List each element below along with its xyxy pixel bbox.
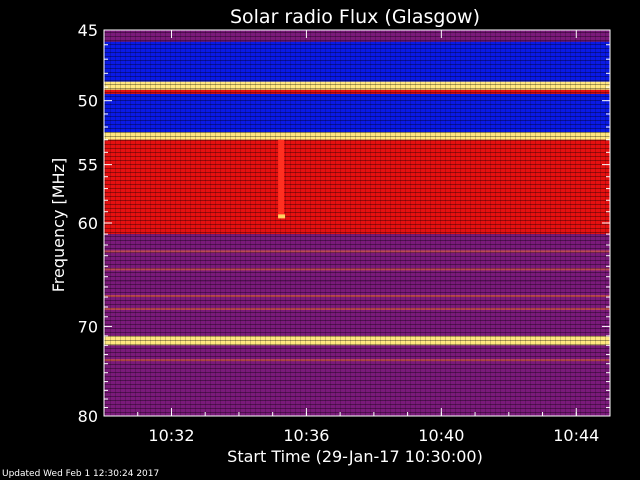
updated-timestamp: Updated Wed Feb 1 12:30:24 2017 <box>2 469 160 479</box>
plot-area <box>103 29 611 417</box>
x-tick-label: 10:44 <box>553 426 599 445</box>
x-tick-label: 10:40 <box>418 426 464 445</box>
burst-spike-peak <box>278 214 286 219</box>
y-tick-label: 50 <box>78 92 98 111</box>
x-tick-label: 10:32 <box>148 426 194 445</box>
time-texture <box>104 30 610 416</box>
x-tick-label: 10:36 <box>283 426 329 445</box>
y-axis: 45 50 55 60 70 80 <box>78 21 610 426</box>
y-tick-label: 60 <box>78 214 98 233</box>
x-axis-label: Start Time (29-Jan-17 10:30:00) <box>227 447 483 466</box>
y-tick-label: 45 <box>78 21 98 40</box>
y-tick-label: 70 <box>78 317 98 336</box>
chart-title: Solar radio Flux (Glasgow) <box>230 6 480 28</box>
burst-spike <box>278 139 285 218</box>
y-tick-label: 55 <box>78 156 98 175</box>
y-axis-label: Frequency [MHz] <box>49 158 68 292</box>
y-tick-label: 80 <box>78 407 98 426</box>
x-axis: 10:32 10:36 10:40 10:44 <box>103 30 611 445</box>
